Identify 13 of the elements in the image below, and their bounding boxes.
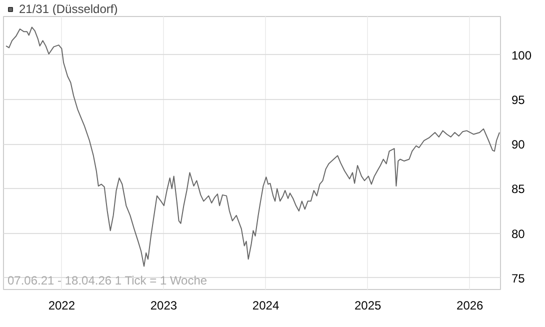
line-series: [6, 26, 500, 267]
y-tick-label: 100: [512, 48, 532, 62]
annotation: 07.06.21 - 18.04.26 1 Tick = 1 Woche: [8, 274, 208, 288]
y-tick-label: 80: [512, 226, 526, 241]
x-tick-label: 2023: [150, 298, 178, 312]
y-tick-label: 75: [512, 271, 526, 286]
y-tick-label: 95: [512, 92, 526, 107]
y-tick-label: 85: [512, 182, 526, 196]
x-tick-label: 2025: [354, 298, 382, 312]
x-tick-label: 2024: [252, 298, 280, 312]
y-tick-label: 90: [512, 138, 526, 152]
x-tick-label: 2022: [48, 298, 76, 312]
x-tick-label: 2026: [456, 298, 484, 312]
